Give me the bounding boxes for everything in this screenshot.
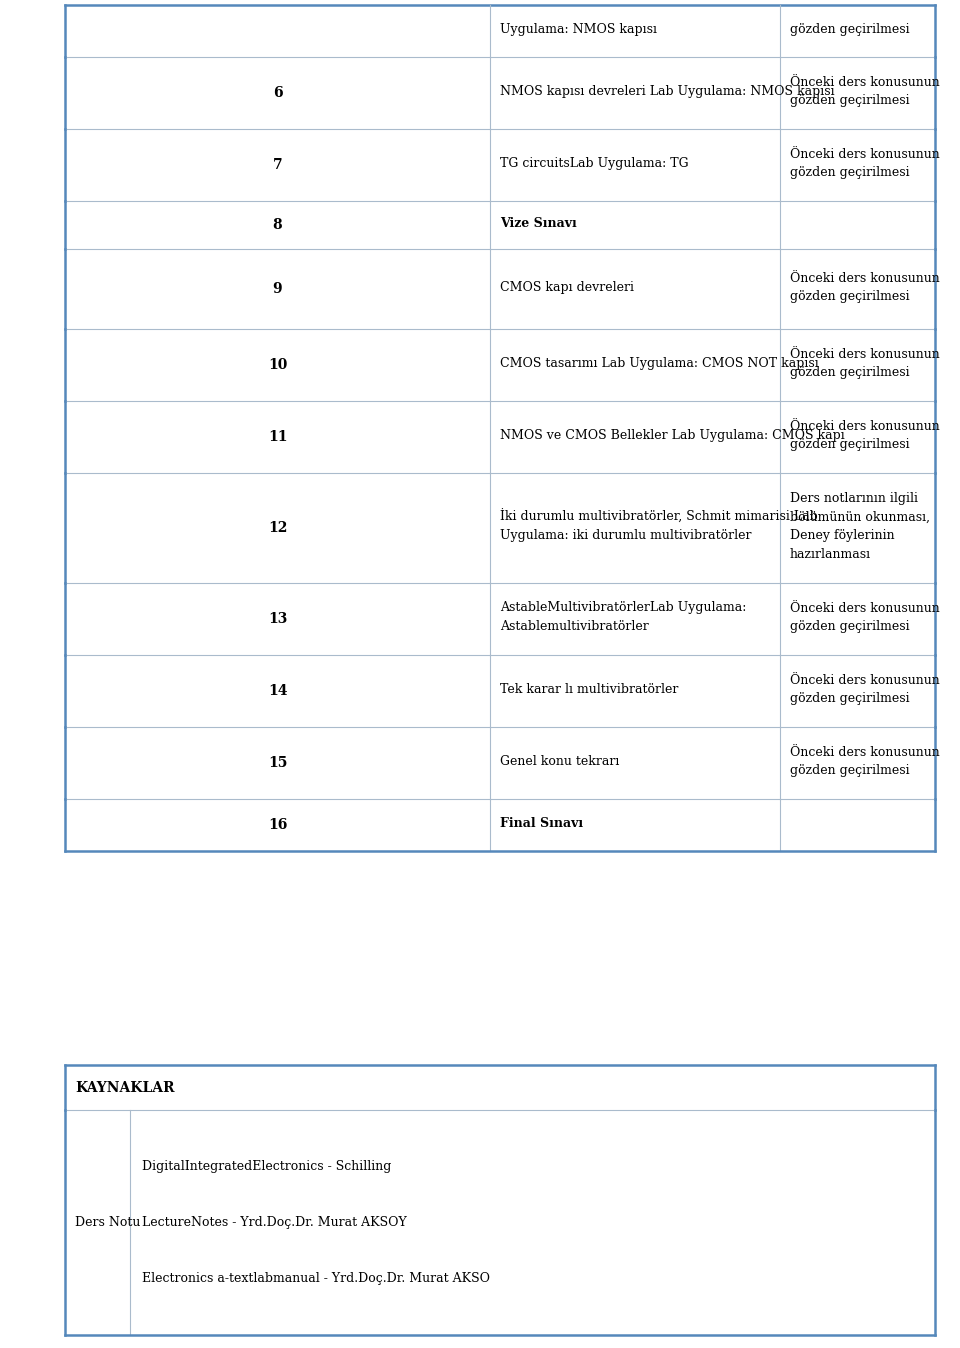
Text: Genel konu tekrarı: Genel konu tekrarı <box>500 755 619 768</box>
Text: Önceki ders konusunun: Önceki ders konusunun <box>790 674 940 686</box>
Text: AstableMultivibratörlerLab Uygulama:: AstableMultivibratörlerLab Uygulama: <box>500 601 746 615</box>
Text: KAYNAKLAR: KAYNAKLAR <box>75 1081 175 1095</box>
Text: İki durumlu multivibratörler, Schmit mimarisi Lab: İki durumlu multivibratörler, Schmit mim… <box>500 510 818 523</box>
Text: Electronics a-textlabmanual - Yrd.Doç.Dr. Murat AKSO: Electronics a-textlabmanual - Yrd.Doç.Dr… <box>142 1273 490 1285</box>
Text: 10: 10 <box>268 359 287 372</box>
Text: Vize Sınavı: Vize Sınavı <box>500 217 577 231</box>
Text: Ders notlarının ilgili: Ders notlarının ilgili <box>790 492 918 504</box>
Text: Önceki ders konusunun: Önceki ders konusunun <box>790 75 940 89</box>
Text: gözden geçirilmesi: gözden geçirilmesi <box>790 764 910 778</box>
Text: Ders Notu: Ders Notu <box>75 1216 140 1229</box>
Text: 16: 16 <box>268 818 287 832</box>
Text: 8: 8 <box>273 218 282 232</box>
Text: Önceki ders konusunun: Önceki ders konusunun <box>790 601 940 615</box>
Text: Uygulama: NMOS kapısı: Uygulama: NMOS kapısı <box>500 23 657 36</box>
Text: 9: 9 <box>273 282 282 297</box>
Text: Uygulama: iki durumlu multivibratörler: Uygulama: iki durumlu multivibratörler <box>500 530 752 542</box>
Text: 12: 12 <box>268 520 287 535</box>
Text: CMOS kapı devreleri: CMOS kapı devreleri <box>500 280 634 294</box>
Text: NMOS ve CMOS Bellekler Lab Uygulama: CMOS kapı: NMOS ve CMOS Bellekler Lab Uygulama: CMO… <box>500 429 845 442</box>
Text: Tek karar lı multivibratörler: Tek karar lı multivibratörler <box>500 683 679 696</box>
Text: LectureNotes - Yrd.Doç.Dr. Murat AKSOY: LectureNotes - Yrd.Doç.Dr. Murat AKSOY <box>142 1216 407 1229</box>
Text: Önceki ders konusunun: Önceki ders konusunun <box>790 147 940 160</box>
Text: 7: 7 <box>273 158 282 173</box>
Text: gözden geçirilmesi: gözden geçirilmesi <box>790 94 910 108</box>
Text: 11: 11 <box>268 430 287 443</box>
Text: bölümünün okunması,: bölümünün okunması, <box>790 511 930 523</box>
Text: DigitalIntegratedElectronics - Schilling: DigitalIntegratedElectronics - Schilling <box>142 1159 392 1173</box>
Text: 15: 15 <box>268 756 287 770</box>
Text: 6: 6 <box>273 86 282 100</box>
Text: gözden geçirilmesi: gözden geçirilmesi <box>790 166 910 179</box>
Text: gözden geçirilmesi: gözden geçirilmesi <box>790 290 910 303</box>
Text: gözden geçirilmesi: gözden geçirilmesi <box>790 367 910 379</box>
Text: gözden geçirilmesi: gözden geçirilmesi <box>790 620 910 634</box>
Text: NMOS kapısı devreleri Lab Uygulama: NMOS kapısı: NMOS kapısı devreleri Lab Uygulama: NMOS… <box>500 85 834 98</box>
Text: Final Sınavı: Final Sınavı <box>500 817 583 830</box>
Text: CMOS tasarımı Lab Uygulama: CMOS NOT kapısı: CMOS tasarımı Lab Uygulama: CMOS NOT kap… <box>500 357 819 369</box>
Text: Önceki ders konusunun: Önceki ders konusunun <box>790 745 940 759</box>
Text: 13: 13 <box>268 612 287 625</box>
Text: gözden geçirilmesi: gözden geçirilmesi <box>790 693 910 705</box>
Text: Astablemultivibratörler: Astablemultivibratörler <box>500 620 649 634</box>
Text: Önceki ders konusunun: Önceki ders konusunun <box>790 419 940 433</box>
Text: 14: 14 <box>268 683 287 698</box>
Text: hazırlanması: hazırlanması <box>790 549 871 561</box>
Text: Deney föylerinin: Deney föylerinin <box>790 530 895 542</box>
Text: gözden geçirilmesi: gözden geçirilmesi <box>790 438 910 452</box>
Text: Önceki ders konusunun: Önceki ders konusunun <box>790 348 940 360</box>
Text: TG circuitsLab Uygulama: TG: TG circuitsLab Uygulama: TG <box>500 156 688 170</box>
Text: Önceki ders konusunun: Önceki ders konusunun <box>790 271 940 284</box>
Text: gözden geçirilmesi: gözden geçirilmesi <box>790 23 910 36</box>
